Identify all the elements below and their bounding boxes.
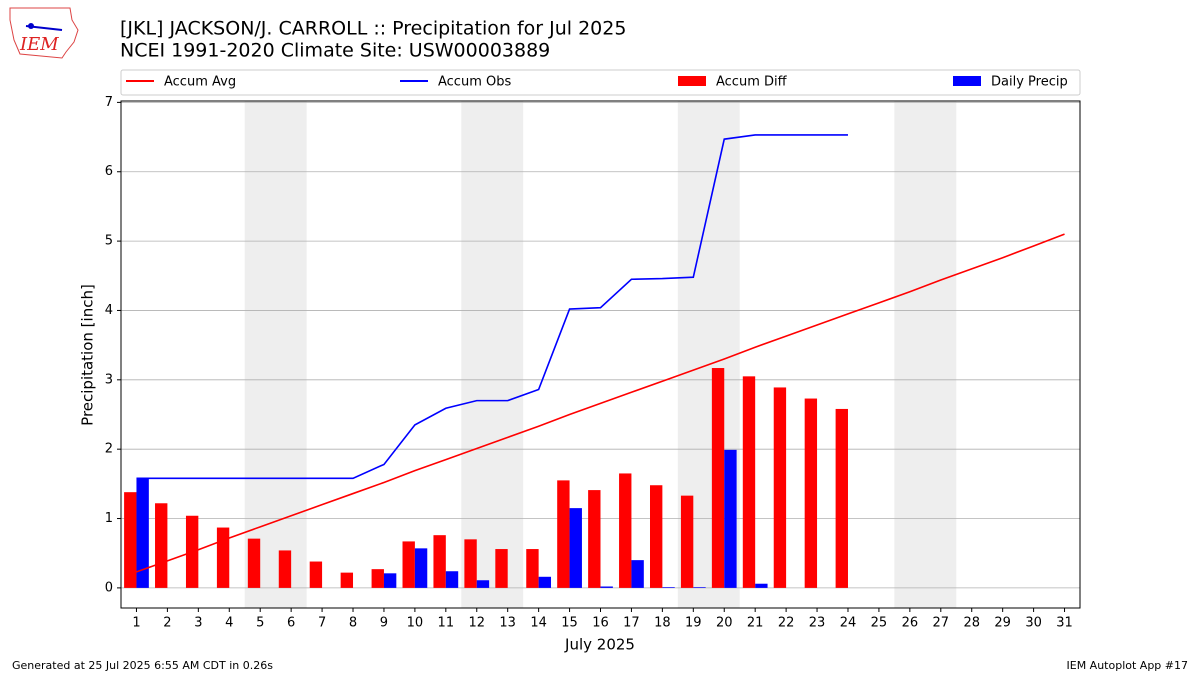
bar — [136, 478, 149, 588]
line — [136, 233, 1065, 573]
y-tick-label: 3 — [105, 372, 113, 387]
x-tick-label: 13 — [499, 616, 516, 631]
weekend-shade — [244, 101, 307, 608]
x-tick-label: 11 — [438, 616, 455, 631]
x-tick-label: 16 — [592, 616, 609, 631]
legend-swatch — [678, 76, 706, 86]
x-tick-label: 29 — [994, 616, 1011, 631]
bar — [755, 583, 768, 588]
bar — [680, 495, 694, 588]
x-tick-label: 26 — [902, 616, 919, 631]
bar — [124, 492, 137, 588]
x-tick-label: 18 — [654, 616, 671, 631]
logo-text: IEM — [19, 34, 59, 55]
bar — [155, 503, 168, 588]
x-tick-label: 2 — [163, 616, 171, 631]
x-tick-label: 28 — [963, 616, 980, 631]
bar — [309, 561, 323, 588]
bar — [742, 376, 756, 588]
bar — [600, 586, 613, 588]
x-tick-label: 31 — [1056, 616, 1073, 631]
bar — [526, 549, 539, 588]
x-tick-label: 9 — [380, 616, 388, 631]
legend-box — [120, 69, 1081, 96]
x-tick-label: 3 — [194, 616, 202, 631]
x-tick-label: 12 — [468, 616, 485, 631]
x-tick-label: 6 — [287, 616, 295, 631]
y-tick-label: 5 — [105, 234, 113, 249]
x-tick-label: 23 — [809, 616, 826, 631]
y-tick-label: 6 — [105, 164, 113, 179]
x-tick-label: 30 — [1025, 616, 1042, 631]
chart-subtitle: NCEI 1991-2020 Climate Site: USW00003889 — [120, 40, 550, 62]
y-tick-label: 1 — [105, 511, 113, 526]
bar — [662, 587, 675, 588]
chart-title: [JKL] JACKSON/J. CARROLL :: Precipitatio… — [120, 18, 626, 40]
x-axis-label: July 2025 — [564, 636, 635, 654]
bar — [476, 580, 490, 588]
y-axis-label: Precipitation [inch] — [79, 284, 97, 426]
legend-label: Accum Obs — [438, 75, 511, 90]
x-tick-label: 24 — [840, 616, 857, 631]
x-tick-label: 21 — [747, 616, 764, 631]
bar — [804, 398, 818, 588]
bar — [588, 490, 601, 588]
footer-left: Generated at 25 Jul 2025 6:55 AM CDT in … — [12, 659, 273, 672]
bar — [216, 527, 230, 588]
x-tick-label: 1 — [132, 616, 140, 631]
weekend-shade — [461, 101, 524, 608]
x-tick-label: 17 — [623, 616, 640, 631]
legend-label: Daily Precip — [991, 75, 1068, 90]
bar — [835, 408, 848, 588]
bar — [445, 571, 459, 588]
x-tick-label: 22 — [778, 616, 795, 631]
x-tick-label: 27 — [933, 616, 950, 631]
bar — [383, 573, 397, 588]
x-tick-label: 19 — [685, 616, 702, 631]
legend-swatch — [953, 76, 981, 86]
y-tick-label: 0 — [105, 580, 113, 595]
bar — [495, 549, 508, 588]
x-tick-label: 14 — [530, 616, 547, 631]
x-tick-label: 5 — [256, 616, 264, 631]
x-tick-label: 10 — [407, 616, 424, 631]
logo: IEM — [9, 7, 79, 59]
bar — [402, 541, 415, 588]
bar — [340, 572, 354, 588]
bar — [247, 538, 261, 588]
x-tick-label: 20 — [716, 616, 733, 631]
plot-frame — [120, 100, 1081, 609]
x-tick-label: 7 — [318, 616, 326, 631]
y-tick-label: 2 — [105, 442, 113, 457]
legend-label: Accum Avg — [164, 75, 236, 90]
bar — [557, 480, 570, 588]
bar — [631, 560, 644, 588]
bar — [711, 368, 725, 588]
legend-label: Accum Diff — [716, 75, 788, 90]
x-tick-label: 4 — [225, 616, 233, 631]
y-tick-label: 7 — [105, 95, 113, 110]
x-tick-label: 8 — [349, 616, 357, 631]
bar — [619, 473, 632, 588]
bar — [433, 535, 446, 588]
bar — [649, 485, 663, 588]
x-tick-label: 25 — [871, 616, 888, 631]
footer-right: IEM Autoplot App #17 — [1067, 659, 1189, 672]
y-tick-label: 4 — [105, 303, 113, 318]
bar — [724, 449, 737, 588]
bar — [693, 587, 706, 588]
line — [136, 134, 848, 480]
bar — [371, 569, 384, 588]
bar — [773, 387, 787, 588]
x-tick-label: 15 — [561, 616, 578, 631]
bar — [569, 508, 582, 588]
bar — [538, 576, 552, 588]
bar — [414, 548, 428, 588]
bar — [464, 539, 477, 588]
weekend-shade — [894, 101, 957, 608]
bar — [278, 550, 292, 588]
